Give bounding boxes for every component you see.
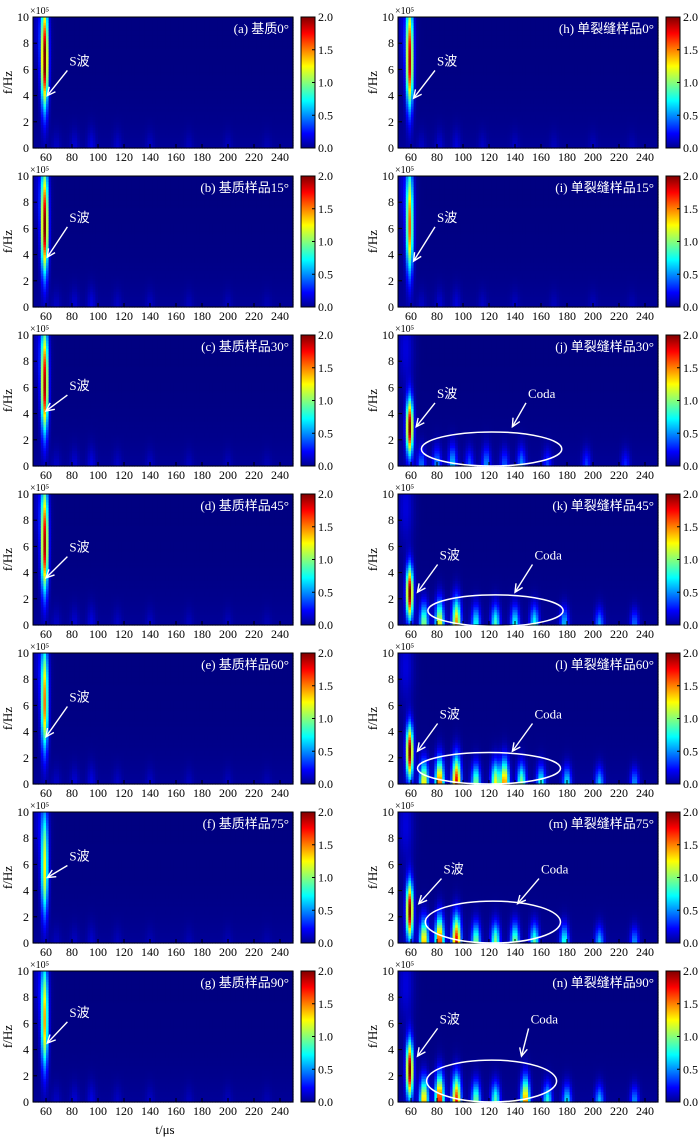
heatmap-a (33, 17, 294, 149)
